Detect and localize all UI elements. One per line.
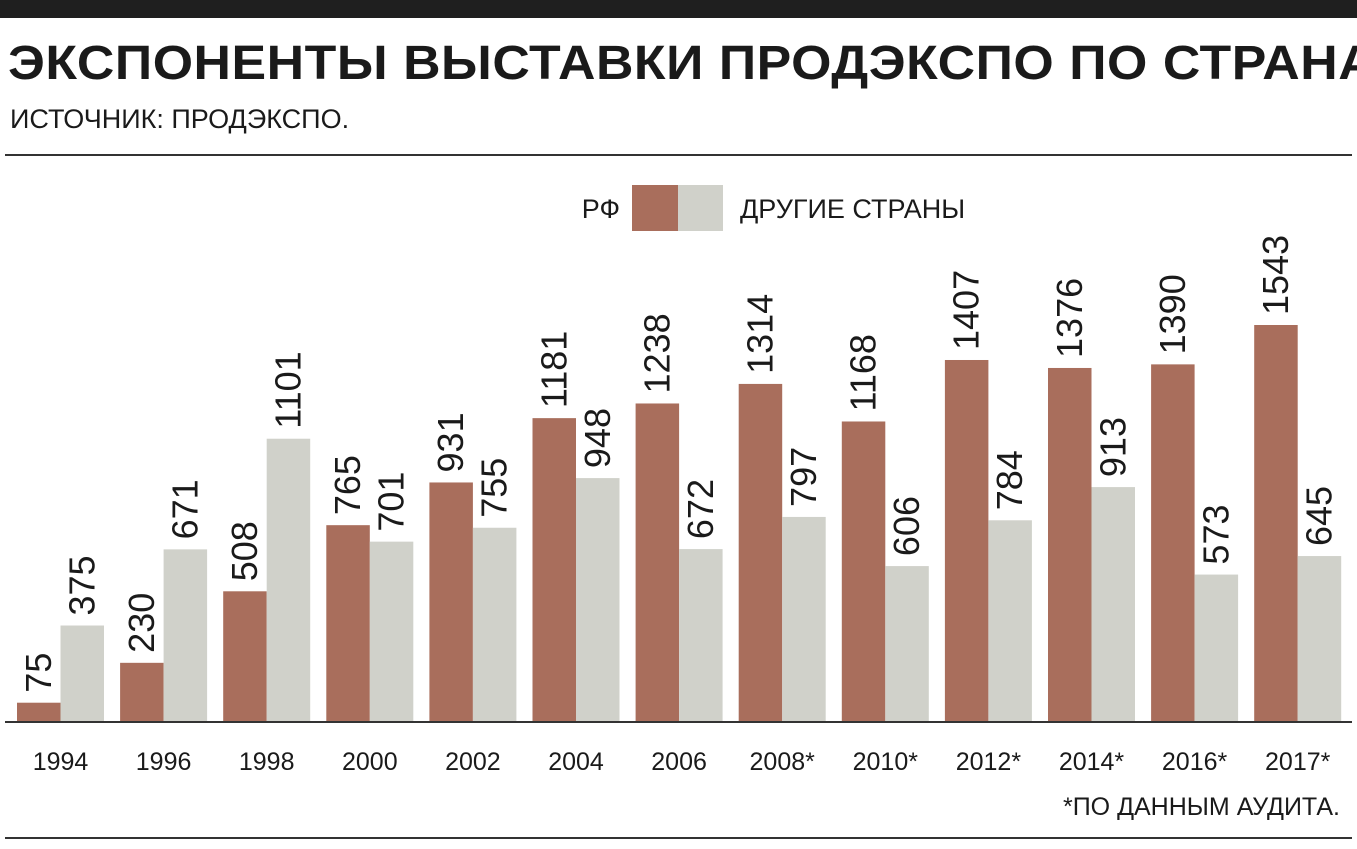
- bar-rf: [635, 403, 680, 722]
- top-divider: [5, 154, 1352, 156]
- bar-other: [266, 438, 311, 722]
- data-label-rf: 1181: [533, 331, 574, 408]
- x-tick-label: 2000: [342, 748, 398, 776]
- bar-other: [472, 527, 517, 722]
- data-label-other: 784: [989, 450, 1030, 510]
- data-label-other: 573: [1195, 504, 1236, 564]
- data-label-rf: 1543: [1255, 235, 1296, 315]
- data-label-other: 948: [577, 408, 618, 468]
- bar-other: [885, 566, 929, 722]
- data-label-other: 755: [474, 458, 515, 518]
- data-label-rf: 1376: [1049, 278, 1090, 358]
- legend-swatch-rf: [632, 185, 678, 231]
- bar-rf: [944, 359, 989, 722]
- bar-other: [782, 516, 826, 722]
- x-tick-label: 1996: [136, 748, 192, 776]
- top-bar: [0, 0, 1357, 18]
- bottom-divider: [5, 837, 1352, 839]
- legend-swatch-other: [678, 185, 723, 231]
- bar-other: [679, 549, 723, 722]
- data-label-other: 672: [680, 479, 721, 539]
- data-label-other: 797: [783, 447, 824, 507]
- bar-rf: [120, 662, 164, 722]
- data-label-rf: 1407: [946, 270, 987, 350]
- bar-rf: [738, 383, 783, 722]
- data-label-other: 606: [886, 496, 927, 556]
- chart-source: ИСТОЧНИК: ПРОДЭКСПО.: [10, 104, 350, 134]
- bar-rf: [326, 525, 370, 722]
- bar-rf: [17, 702, 61, 722]
- data-label-rf: 1314: [739, 294, 780, 374]
- data-label-other: 701: [371, 472, 412, 532]
- bar-other: [60, 625, 104, 722]
- data-label-other: 375: [61, 555, 102, 615]
- x-tick-label: 2006: [651, 748, 707, 776]
- bar-rf: [429, 482, 473, 722]
- x-tick-label: 2014*: [1059, 748, 1125, 776]
- bar-rf: [532, 418, 576, 722]
- data-label-rf: 230: [121, 593, 162, 653]
- data-label-rf: 508: [224, 521, 265, 581]
- data-label-rf: 1238: [636, 313, 677, 393]
- footnote: *ПО ДАННЫМ АУДИТА.: [1063, 793, 1340, 821]
- legend-label-other: ДРУГИЕ СТРАНЫ: [740, 194, 965, 224]
- bar-other: [163, 549, 208, 722]
- data-label-other: 913: [1092, 417, 1133, 477]
- data-label-other: 671: [164, 479, 205, 539]
- data-label-rf: 1390: [1152, 274, 1193, 354]
- data-label-other: 1101: [267, 351, 308, 428]
- bar-other: [576, 478, 620, 722]
- bar-other: [1297, 556, 1342, 722]
- bar-other: [1091, 487, 1135, 722]
- bar-rf: [1151, 364, 1195, 722]
- x-tick-label: 2016*: [1162, 748, 1228, 776]
- data-label-other: 645: [1298, 486, 1339, 546]
- chart-title: ЭКСПОНЕНТЫ ВЫСТАВКИ ПРОДЭКСПО ПО СТРАНАМ: [8, 37, 1357, 90]
- x-tick-label: 2004: [548, 748, 604, 776]
- x-tick-label: 1994: [33, 748, 89, 776]
- x-tick-label: 2017*: [1265, 748, 1331, 776]
- bar-other: [988, 520, 1032, 722]
- legend-label-rf: РФ: [582, 194, 620, 224]
- data-label-rf: 1168: [843, 334, 884, 411]
- x-tick-label: 2012*: [956, 748, 1022, 776]
- bar-rf: [1254, 325, 1298, 722]
- x-tick-label: 2010*: [853, 748, 919, 776]
- data-label-rf: 931: [430, 412, 471, 472]
- bar-other: [369, 541, 414, 722]
- bar-rf: [1048, 367, 1092, 722]
- bar-rf: [841, 421, 886, 722]
- x-tick-label: 2008*: [750, 748, 816, 776]
- data-label-rf: 765: [327, 455, 368, 515]
- x-tick-label: 2002: [445, 748, 501, 776]
- bar-rf: [223, 591, 267, 722]
- x-tick-label: 1998: [239, 748, 295, 776]
- data-label-rf: 75: [18, 653, 59, 693]
- bar-other: [1194, 574, 1239, 722]
